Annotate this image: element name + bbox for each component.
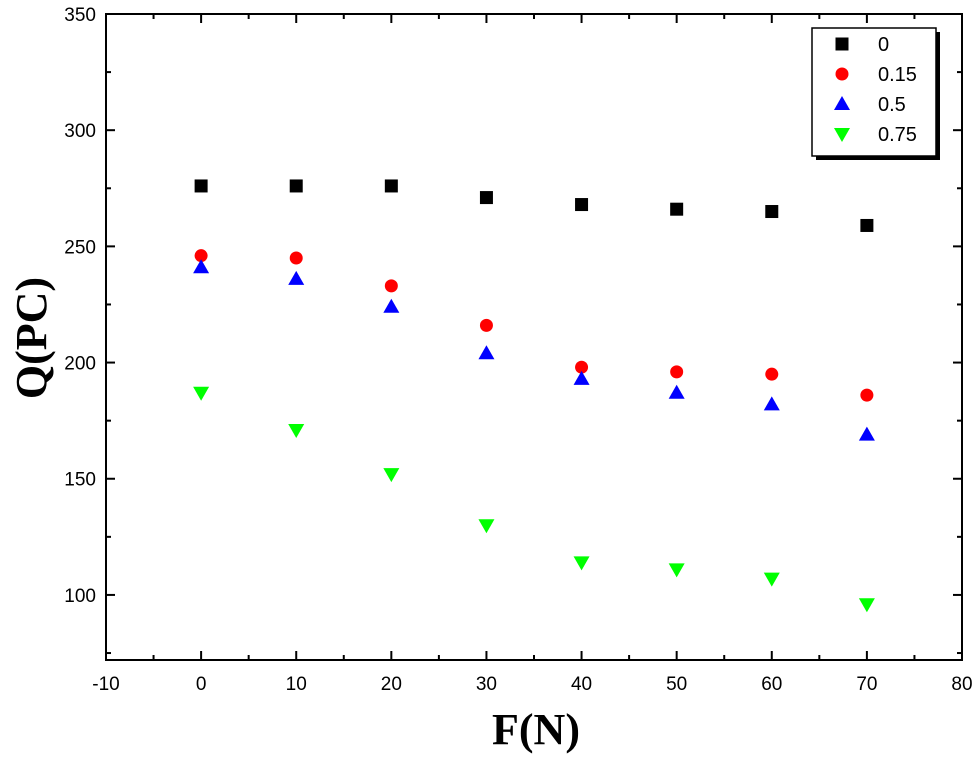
x-tick-label: 80 xyxy=(951,674,972,695)
x-tick-label: 20 xyxy=(381,674,402,695)
x-tick-label: 30 xyxy=(476,674,497,695)
data-point-series-1 xyxy=(384,279,398,293)
legend-marker-2 xyxy=(834,96,850,110)
y-tick-label: 100 xyxy=(64,586,96,607)
x-tick-label: 70 xyxy=(856,674,877,695)
data-point-series-0 xyxy=(860,218,874,232)
legend-marker-0 xyxy=(835,37,849,51)
data-point-series-0 xyxy=(765,205,779,219)
data-point-series-3 xyxy=(288,423,305,438)
data-point-series-0 xyxy=(289,179,303,193)
data-point-series-1 xyxy=(194,249,208,263)
data-point-series-1 xyxy=(670,365,684,379)
legend-box xyxy=(811,27,937,157)
y-tick-label: 350 xyxy=(64,5,96,26)
data-point-series-2 xyxy=(668,384,685,399)
data-point-series-2 xyxy=(573,370,590,385)
x-tick-label: 40 xyxy=(571,674,592,695)
data-point-series-2 xyxy=(193,259,210,274)
x-tick-label: -10 xyxy=(92,674,119,695)
data-point-series-2 xyxy=(763,396,780,411)
legend-marker-1 xyxy=(835,67,849,81)
data-point-series-1 xyxy=(860,388,874,402)
x-tick-label: 10 xyxy=(286,674,307,695)
data-point-series-2 xyxy=(858,426,875,441)
data-point-series-3 xyxy=(668,563,685,578)
legend-label: 0.75 xyxy=(878,124,917,146)
data-point-series-0 xyxy=(670,202,684,216)
data-point-series-1 xyxy=(289,251,303,265)
data-point-series-0 xyxy=(575,198,589,212)
data-point-series-0 xyxy=(194,179,208,193)
legend-label: 0 xyxy=(878,34,889,56)
data-point-series-3 xyxy=(193,386,210,401)
data-point-series-0 xyxy=(479,191,493,205)
data-point-series-1 xyxy=(575,360,589,374)
x-tick-label: 60 xyxy=(761,674,782,695)
legend-label: 0.5 xyxy=(878,94,906,116)
data-point-series-2 xyxy=(383,298,400,313)
data-point-series-3 xyxy=(478,519,495,534)
data-point-series-2 xyxy=(288,270,305,285)
data-point-series-3 xyxy=(763,572,780,587)
data-point-series-1 xyxy=(479,318,493,332)
legend-label: 0.15 xyxy=(878,64,917,86)
data-point-series-0 xyxy=(384,179,398,193)
data-point-series-1 xyxy=(765,367,779,381)
x-axis-title: F(N) xyxy=(492,705,580,754)
y-axis-title: Q(PC) xyxy=(7,277,56,399)
y-tick-label: 300 xyxy=(64,121,96,142)
data-point-series-3 xyxy=(858,598,875,613)
x-tick-label: 0 xyxy=(196,674,207,695)
x-tick-label: 50 xyxy=(666,674,687,695)
legend-marker-3 xyxy=(834,128,850,142)
y-tick-label: 150 xyxy=(64,470,96,491)
data-point-series-3 xyxy=(383,468,400,483)
data-point-series-3 xyxy=(573,556,590,571)
y-tick-label: 200 xyxy=(64,354,96,375)
data-point-series-2 xyxy=(478,345,495,360)
y-tick-label: 250 xyxy=(64,237,96,258)
